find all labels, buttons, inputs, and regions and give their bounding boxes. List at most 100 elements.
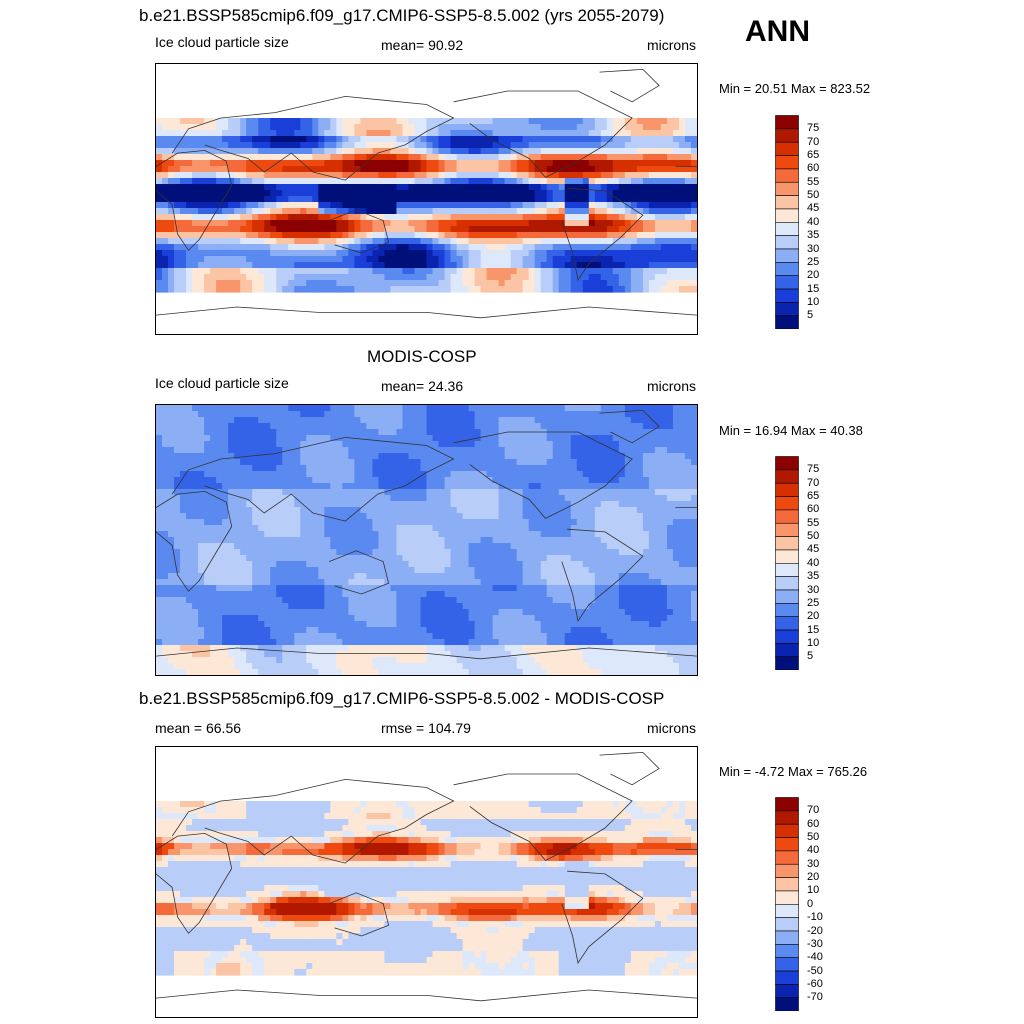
panel2-colorbar-boxes	[775, 456, 799, 670]
coastline	[156, 647, 697, 660]
colorbar-label: 30	[807, 857, 820, 870]
colorbar-label: 65	[807, 490, 820, 503]
colorbar-box	[775, 850, 799, 865]
colorbar-box	[775, 563, 799, 577]
panel1-map	[155, 63, 698, 335]
panel3-map	[155, 746, 698, 1018]
coastline	[561, 870, 644, 965]
colorbar-box	[775, 168, 799, 183]
colorbar-box	[775, 509, 799, 524]
colorbar-label: 50	[807, 831, 820, 844]
colorbar-box	[775, 603, 799, 618]
colorbar-label: 30	[807, 242, 820, 255]
colorbar-label: 5	[807, 309, 814, 322]
colorbar-label: 75	[807, 122, 820, 135]
panel3-minmax: Min = -4.72 Max = 765.26	[719, 764, 868, 779]
colorbar-box	[775, 128, 799, 143]
panel1-map-plot	[156, 68, 697, 319]
colorbar-label: 50	[807, 189, 820, 202]
coastline	[328, 550, 390, 595]
colorbar-label: 30	[807, 583, 820, 596]
colorbar-label: 60	[807, 162, 820, 175]
colorbar-box	[775, 616, 799, 631]
colorbar-box	[775, 890, 799, 905]
colorbar-label: 40	[807, 556, 820, 569]
colorbar-label: 10	[807, 295, 820, 308]
colorbar-box	[775, 589, 799, 604]
colorbar-label: 5	[807, 650, 814, 663]
coastline	[453, 773, 633, 861]
colorbar-label: 40	[807, 844, 820, 857]
colorbar-label: 55	[807, 175, 820, 188]
panel1-minmax: Min = 20.51 Max = 823.52	[719, 81, 871, 96]
colorbar-box	[775, 522, 799, 537]
colorbar-box	[775, 262, 799, 277]
colorbar-box	[775, 482, 799, 497]
colorbar-box	[775, 155, 799, 170]
colorbar-label: 35	[807, 570, 820, 583]
colorbar-label: 25	[807, 596, 820, 609]
colorbar-box	[775, 496, 799, 511]
colorbar-label: -10	[807, 911, 823, 924]
colorbar-box	[775, 797, 799, 812]
coastline	[599, 68, 660, 103]
colorbar-box	[775, 930, 799, 945]
colorbar-label: 15	[807, 282, 820, 295]
panel3-title: b.e21.BSSP585cmip6.f09_g17.CMIP6-SSP5-8.…	[139, 689, 665, 708]
colorbar-label: 50	[807, 530, 820, 543]
colorbar-box	[775, 288, 799, 303]
colorbar-box	[775, 904, 799, 918]
coastline	[156, 832, 233, 934]
coastline	[171, 778, 455, 864]
colorbar-box	[775, 877, 799, 892]
panel1-title: b.e21.BSSP585cmip6.f09_g17.CMIP6-SSP5-8.…	[139, 6, 665, 25]
panel3-colorbar	[775, 797, 799, 1011]
coastline	[171, 436, 455, 522]
colorbar-box	[775, 208, 799, 223]
panel3-colorbar-boxes	[775, 797, 799, 1011]
panel2-units: microns	[647, 378, 697, 394]
colorbar-label: -30	[807, 937, 823, 950]
coastline	[156, 306, 697, 319]
panel3-map-plot	[156, 751, 697, 1002]
colorbar-label: 0	[807, 897, 814, 910]
panel3-mean: mean = 66.56	[155, 720, 242, 736]
colorbar-box	[775, 456, 799, 471]
panel1-colorbar-boxes	[775, 115, 799, 329]
coastline	[328, 209, 390, 254]
panel1-variable-label: Ice cloud particle size	[155, 34, 289, 50]
colorbar-box	[775, 302, 799, 317]
season-label: ANN	[745, 15, 810, 48]
panel1-mean: mean= 90.92	[381, 37, 464, 53]
colorbar-box	[775, 469, 799, 484]
colorbar-box	[775, 222, 799, 236]
colorbar-box	[775, 235, 799, 250]
panel2-map-plot	[156, 405, 697, 675]
panel2-colorbar	[775, 456, 799, 670]
colorbar-box	[775, 643, 799, 658]
coastline	[599, 409, 660, 444]
colorbar-label: 35	[807, 229, 820, 242]
colorbar-label: 15	[807, 623, 820, 636]
colorbar-box	[775, 181, 799, 196]
coastline	[561, 528, 644, 623]
coastline	[561, 187, 644, 282]
colorbar-label: -70	[807, 991, 823, 1004]
colorbar-box	[775, 810, 799, 825]
colorbar-label: 45	[807, 202, 820, 215]
colorbar-box	[775, 141, 799, 156]
colorbar-box	[775, 315, 799, 329]
panel3-rmse: rmse = 104.79	[381, 720, 471, 736]
colorbar-label: -20	[807, 924, 823, 937]
panel1-units: microns	[647, 37, 697, 53]
colorbar-box	[775, 195, 799, 210]
colorbar-label: 70	[807, 135, 820, 148]
coastline	[453, 431, 633, 519]
colorbar-label: 75	[807, 463, 820, 476]
colorbar-box	[775, 917, 799, 932]
coastline	[156, 989, 697, 1002]
colorbar-box	[775, 576, 799, 591]
colorbar-label: -60	[807, 977, 823, 990]
colorbar-label: 45	[807, 543, 820, 556]
